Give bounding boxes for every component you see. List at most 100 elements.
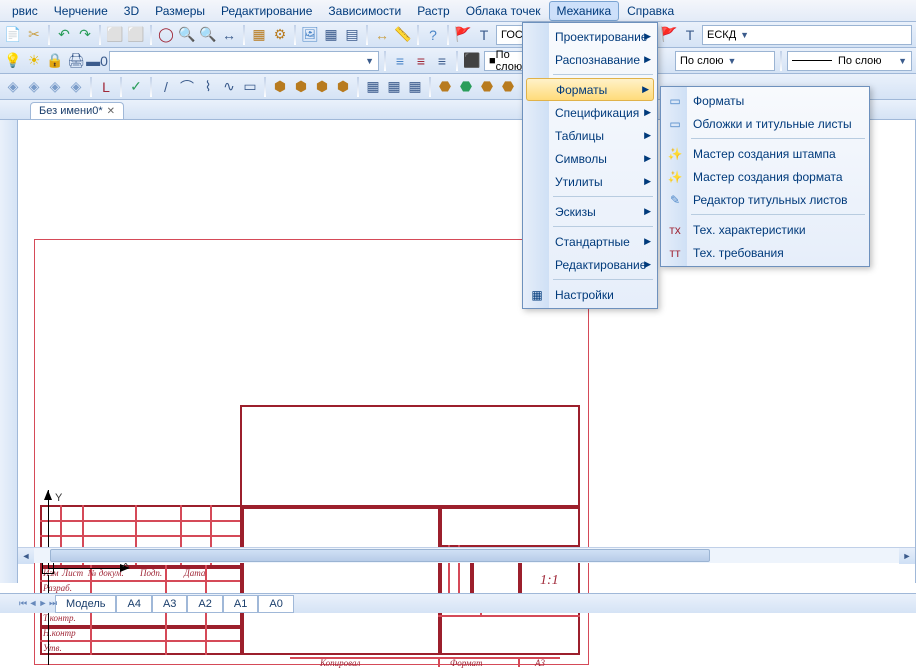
layeriso-icon[interactable]: ≡ <box>412 52 430 70</box>
menu-pointclouds[interactable]: Облака точек <box>458 1 549 21</box>
tab-a2[interactable]: A2 <box>187 595 222 613</box>
scroll-thumb[interactable] <box>50 549 710 562</box>
menu-mechanics[interactable]: Механика <box>549 1 620 21</box>
tab-nav-first-icon[interactable]: ⏮ <box>18 598 28 609</box>
dim-icon[interactable]: ↔ <box>373 26 391 44</box>
menu-settings[interactable]: ▦Настройки <box>525 283 655 306</box>
measure-icon[interactable]: 📏 <box>394 26 412 44</box>
sun-icon[interactable]: ☀ <box>25 52 43 70</box>
tab-a3[interactable]: A3 <box>152 595 187 613</box>
menu-raster[interactable]: Растр <box>409 1 457 21</box>
text2-icon[interactable]: T <box>681 26 699 44</box>
help-icon[interactable]: ? <box>424 26 442 44</box>
block-icon[interactable]: ⬛ <box>463 52 481 70</box>
tab-a1[interactable]: A1 <box>223 595 258 613</box>
zoom-extents-icon[interactable]: ⬜ <box>127 26 145 44</box>
box2-icon[interactable]: ⬢ <box>292 78 310 96</box>
layermgr-icon[interactable]: ≡ <box>391 52 409 70</box>
menu-drafting[interactable]: Черчение <box>46 1 116 21</box>
list-icon[interactable]: ▤ <box>343 26 361 44</box>
menu-symbols[interactable]: Символы▶ <box>525 147 655 170</box>
tab-model[interactable]: Модель <box>55 595 116 613</box>
group2-icon[interactable]: ▦ <box>385 78 403 96</box>
submenu-format-wizard[interactable]: ✨Мастер создания формата <box>663 165 867 188</box>
tab-nav-next-icon[interactable]: ► <box>38 598 48 609</box>
img-icon[interactable]: 🖼 <box>301 26 319 44</box>
ucs-icon[interactable]: L <box>97 78 115 96</box>
grid-icon[interactable]: ▦ <box>322 26 340 44</box>
group3-icon[interactable]: ▦ <box>406 78 424 96</box>
menu-design[interactable]: Проектирование▶ <box>525 25 655 48</box>
tab-nav-prev-icon[interactable]: ◄ <box>28 598 38 609</box>
text-icon[interactable]: T <box>475 26 493 44</box>
submenu-tech-char[interactable]: тхТех. характеристики <box>663 218 867 241</box>
menu-help[interactable]: Справка <box>619 1 682 21</box>
menu-recognition[interactable]: Распознавание▶ <box>525 48 655 71</box>
menu-3d[interactable]: 3D <box>116 1 147 21</box>
zoom-window-icon[interactable]: ⬜ <box>106 26 124 44</box>
submenu-stamp-wizard[interactable]: ✨Мастер создания штампа <box>663 142 867 165</box>
rect-icon[interactable]: ▭ <box>241 78 259 96</box>
spline-icon[interactable]: ∿ <box>220 78 238 96</box>
box-icon[interactable]: ⬢ <box>271 78 289 96</box>
check-icon[interactable]: ✓ <box>127 78 145 96</box>
tab-a0[interactable]: A0 <box>258 595 293 613</box>
menu-standard[interactable]: Стандартные▶ <box>525 230 655 253</box>
bulb-icon[interactable]: 💡 <box>4 52 22 70</box>
tool-a-icon[interactable]: ▦ <box>250 26 268 44</box>
zoom-circle-icon[interactable]: ◯ <box>157 26 175 44</box>
doc-tab[interactable]: Без имени0* ✕ <box>30 102 124 119</box>
menu-tables[interactable]: Таблицы▶ <box>525 124 655 147</box>
box3-icon[interactable]: ⬢ <box>313 78 331 96</box>
tool-b-icon[interactable]: ⚙ <box>271 26 289 44</box>
cube1-icon[interactable]: ◈ <box>4 78 22 96</box>
horizontal-scrollbar[interactable]: ◄ ► <box>18 547 915 563</box>
menu-dimensions[interactable]: Размеры <box>147 1 213 21</box>
tab-nav-last-icon[interactable]: ⏭ <box>48 598 58 609</box>
print-icon[interactable]: 🖨 <box>67 52 85 70</box>
close-tab-icon[interactable]: ✕ <box>107 106 115 117</box>
submenu-covers[interactable]: ▭Обложки и титульные листы <box>663 112 867 135</box>
zoom-out-icon[interactable]: 🔍 <box>199 26 217 44</box>
solid3-icon[interactable]: ⬣ <box>478 78 496 96</box>
menu-utils[interactable]: Утилиты▶ <box>525 170 655 193</box>
group1-icon[interactable]: ▦ <box>364 78 382 96</box>
menu-spec[interactable]: Спецификация▶ <box>525 101 655 124</box>
cube4-icon[interactable]: ◈ <box>67 78 85 96</box>
flag-icon[interactable]: 🚩 <box>454 26 472 44</box>
layerprev-icon[interactable]: ≡ <box>433 52 451 70</box>
cube2-icon[interactable]: ◈ <box>25 78 43 96</box>
submenu-tech-req[interactable]: ттТех. требования <box>663 241 867 264</box>
layer0-icon[interactable]: ▬0 <box>88 52 106 70</box>
menu-sketches[interactable]: Эскизы▶ <box>525 200 655 223</box>
layer-dropdown[interactable]: ▼ <box>109 51 379 71</box>
redo-icon[interactable]: ↷ <box>76 26 94 44</box>
menu-service[interactable]: рвис <box>4 1 46 21</box>
menu-constraints[interactable]: Зависимости <box>320 1 409 21</box>
bylayer3-dropdown[interactable]: По слою▼ <box>787 51 912 71</box>
undo-icon[interactable]: ↶ <box>55 26 73 44</box>
arc-icon[interactable]: ⌒ <box>178 78 196 96</box>
scroll-left-icon[interactable]: ◄ <box>18 548 34 564</box>
new-icon[interactable]: 📄 <box>4 26 22 44</box>
bylayer2-dropdown[interactable]: По слою▼ <box>675 51 775 71</box>
eskd-dropdown[interactable]: ЕСКД▼ <box>702 25 912 45</box>
pan-icon[interactable]: ↔ <box>220 26 238 44</box>
box4-icon[interactable]: ⬢ <box>334 78 352 96</box>
flag2-icon[interactable]: 🚩 <box>660 26 678 44</box>
solid1-icon[interactable]: ⬣ <box>436 78 454 96</box>
zoom-in-icon[interactable]: 🔍 <box>178 26 196 44</box>
solid2-icon[interactable]: ⬣ <box>457 78 475 96</box>
scroll-right-icon[interactable]: ► <box>899 548 915 564</box>
line-icon[interactable]: / <box>157 78 175 96</box>
menu-edit[interactable]: Редактирование▶ <box>525 253 655 276</box>
left-dock[interactable] <box>0 120 18 583</box>
solid4-icon[interactable]: ⬣ <box>499 78 517 96</box>
tab-a4[interactable]: A4 <box>116 595 151 613</box>
submenu-formats[interactable]: ▭Форматы <box>663 89 867 112</box>
menu-formats[interactable]: Форматы▶ <box>526 78 654 101</box>
cube3-icon[interactable]: ◈ <box>46 78 64 96</box>
lock-icon[interactable]: 🔒 <box>46 52 64 70</box>
pline-icon[interactable]: ⌇ <box>199 78 217 96</box>
open-icon[interactable]: ✂ <box>25 26 43 44</box>
